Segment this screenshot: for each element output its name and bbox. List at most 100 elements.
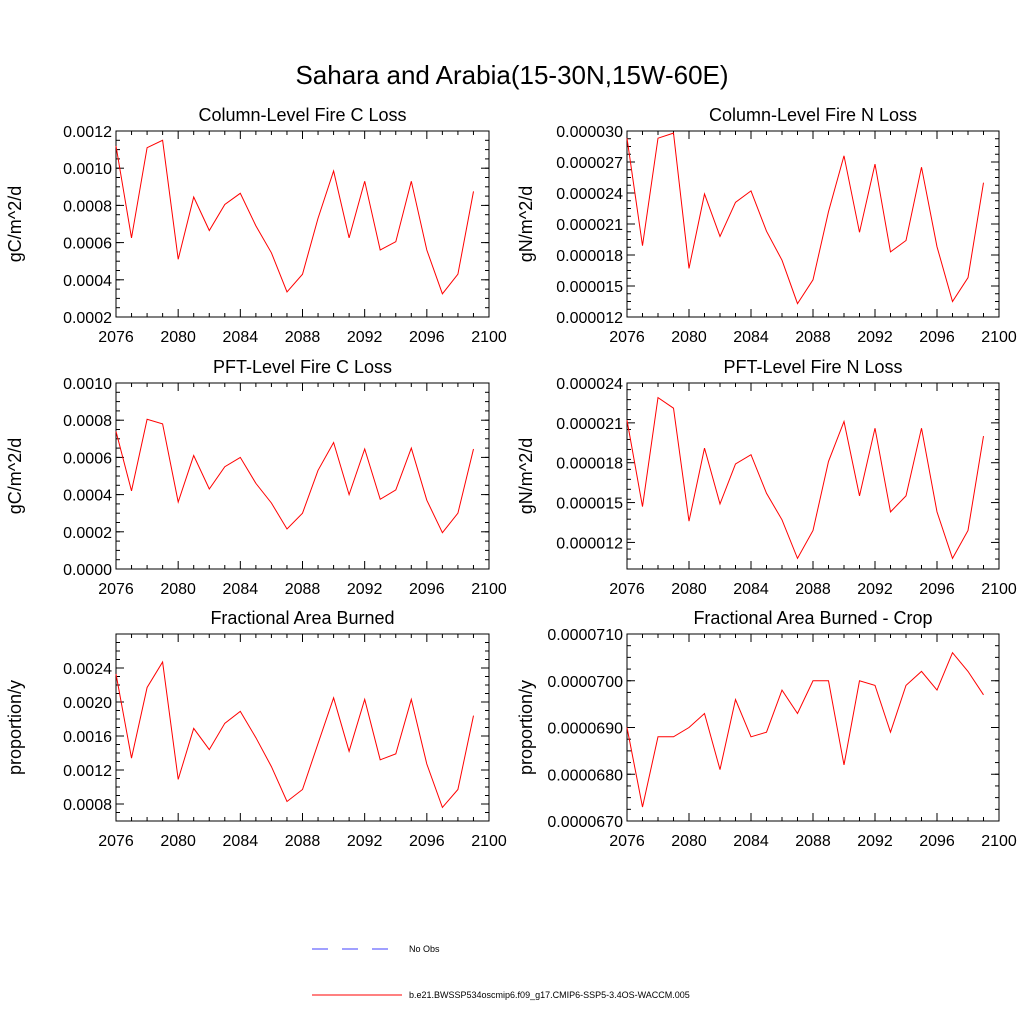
panel-title: Column-Level Fire N Loss — [709, 105, 917, 125]
x-tick-label: 2092 — [857, 329, 893, 346]
x-tick-label: 2076 — [609, 581, 645, 598]
y-axis-label: gN/m^2/d — [516, 438, 536, 514]
y-tick-label: 0.0002 — [63, 525, 112, 542]
y-tick-label: 0.0010 — [63, 376, 112, 393]
y-tick-label: 0.000024 — [556, 376, 623, 393]
x-tick-label: 2096 — [409, 329, 445, 346]
x-tick-label: 2084 — [223, 581, 259, 598]
y-tick-label: 0.0012 — [63, 124, 112, 141]
plot-frame — [626, 130, 1000, 318]
panel-column-fire-c-loss: Column-Level Fire C Loss gC/m^2/d 2076 2080… — [5, 105, 507, 346]
x-tick-label: 2092 — [857, 581, 893, 598]
y-tick-label: 0.000015 — [556, 279, 623, 296]
x-tick-label: 2096 — [409, 833, 445, 850]
legend-label-model: b.e21.BWSSP534oscmip6.f09_g17.CMIP6-SSP5… — [409, 990, 690, 1000]
x-tick-label: 2096 — [919, 581, 955, 598]
x-tick-label: 2084 — [223, 833, 259, 850]
panel-title: PFT-Level Fire C Loss — [213, 357, 392, 377]
x-tick-label: 2084 — [223, 329, 259, 346]
y-tick-label: 0.0016 — [63, 729, 112, 746]
x-tick-label: 2080 — [671, 581, 707, 598]
y-tick-label: 0.0004 — [63, 273, 112, 290]
legend: No Obs b.e21.BWSSP534oscmip6.f09_g17.CMI… — [312, 944, 690, 1000]
panel-title: PFT-Level Fire N Loss — [723, 357, 902, 377]
y-tick-label: 0.0000 — [63, 562, 112, 579]
x-tick-label: 2076 — [609, 329, 645, 346]
series-line — [626, 651, 984, 808]
plot-frame — [115, 130, 490, 318]
x-tick-label: 2100 — [981, 581, 1017, 598]
x-tick-label: 2088 — [795, 581, 831, 598]
y-tick-label: 0.0002 — [63, 310, 112, 327]
y-tick-label: 0.000015 — [556, 496, 623, 513]
y-tick-label: 0.0008 — [63, 413, 112, 430]
y-tick-label: 0.0000670 — [547, 814, 623, 831]
series-line — [626, 132, 984, 305]
y-tick-label: 0.0006 — [63, 450, 112, 467]
y-tick-label: 0.0000710 — [547, 627, 623, 644]
plot-frame — [115, 633, 490, 822]
y-tick-label: 0.0024 — [63, 661, 112, 678]
x-tick-label: 2092 — [347, 833, 383, 850]
y-axis-label: gC/m^2/d — [5, 186, 25, 262]
y-axis-label: gC/m^2/d — [5, 438, 25, 514]
x-tick-label: 2100 — [981, 329, 1017, 346]
y-tick-label: 0.0008 — [63, 797, 112, 814]
y-tick-label: 0.000021 — [556, 217, 623, 234]
x-tick-label: 2080 — [671, 833, 707, 850]
x-tick-label: 2092 — [347, 329, 383, 346]
y-axis-label: gN/m^2/d — [516, 186, 536, 262]
x-tick-label: 2100 — [471, 329, 507, 346]
x-tick-label: 2096 — [919, 329, 955, 346]
x-tick-label: 2100 — [471, 581, 507, 598]
panel-pft-fire-c-loss: PFT-Level Fire C Loss gC/m^2/d 2076 2080 208… — [5, 357, 507, 598]
x-tick-label: 2076 — [98, 833, 134, 850]
figure-title: Sahara and Arabia(15-30N,15W-60E) — [295, 60, 728, 90]
y-axis-label: proportion/y — [516, 680, 536, 775]
x-tick-label: 2084 — [733, 581, 769, 598]
x-tick-label: 2088 — [285, 833, 321, 850]
y-tick-label: 0.0004 — [63, 488, 112, 505]
y-tick-label: 0.0000680 — [547, 767, 623, 784]
x-tick-label: 2084 — [733, 833, 769, 850]
y-tick-label: 0.000024 — [556, 186, 623, 203]
plot-frame — [115, 382, 490, 570]
x-tick-label: 2100 — [471, 833, 507, 850]
x-tick-label: 2088 — [285, 581, 321, 598]
x-tick-label: 2096 — [409, 581, 445, 598]
y-tick-label: 0.0020 — [63, 695, 112, 712]
panel-pft-fire-n-loss: PFT-Level Fire N Loss gN/m^2/d 2076 2080 208… — [516, 357, 1017, 598]
legend-label-no-obs: No Obs — [409, 944, 440, 954]
panel-title: Column-Level Fire C Loss — [198, 105, 406, 125]
panel-fractional-area-burned-crop: Fractional Area Burned - Crop proportion/… — [516, 608, 1017, 850]
x-tick-label: 2080 — [160, 329, 196, 346]
x-tick-label: 2076 — [98, 581, 134, 598]
x-tick-label: 2080 — [671, 329, 707, 346]
plot-frame — [626, 633, 1000, 822]
y-tick-label: 0.000018 — [556, 248, 623, 265]
panel-fractional-area-burned: Fractional Area Burned proportion/y 2076 20… — [5, 608, 507, 850]
y-tick-label: 0.0010 — [63, 161, 112, 178]
y-tick-label: 0.0000700 — [547, 674, 623, 691]
x-tick-label: 2092 — [347, 581, 383, 598]
y-tick-label: 0.0000690 — [547, 721, 623, 738]
y-tick-label: 0.0012 — [63, 763, 112, 780]
y-tick-label: 0.0008 — [63, 198, 112, 215]
series-line — [115, 660, 474, 809]
panel-title: Fractional Area Burned - Crop — [693, 608, 932, 628]
x-tick-label: 2088 — [285, 329, 321, 346]
y-tick-label: 0.000030 — [556, 124, 623, 141]
x-tick-label: 2080 — [160, 581, 196, 598]
y-tick-label: 0.000021 — [556, 416, 623, 433]
x-tick-label: 2100 — [981, 833, 1017, 850]
x-tick-label: 2092 — [857, 833, 893, 850]
x-tick-label: 2080 — [160, 833, 196, 850]
y-tick-label: 0.000027 — [556, 155, 623, 172]
x-tick-label: 2088 — [795, 329, 831, 346]
x-tick-label: 2084 — [733, 329, 769, 346]
y-axis-label: proportion/y — [5, 680, 25, 775]
x-tick-label: 2096 — [919, 833, 955, 850]
series-line — [626, 396, 984, 560]
panel-title: Fractional Area Burned — [210, 608, 394, 628]
